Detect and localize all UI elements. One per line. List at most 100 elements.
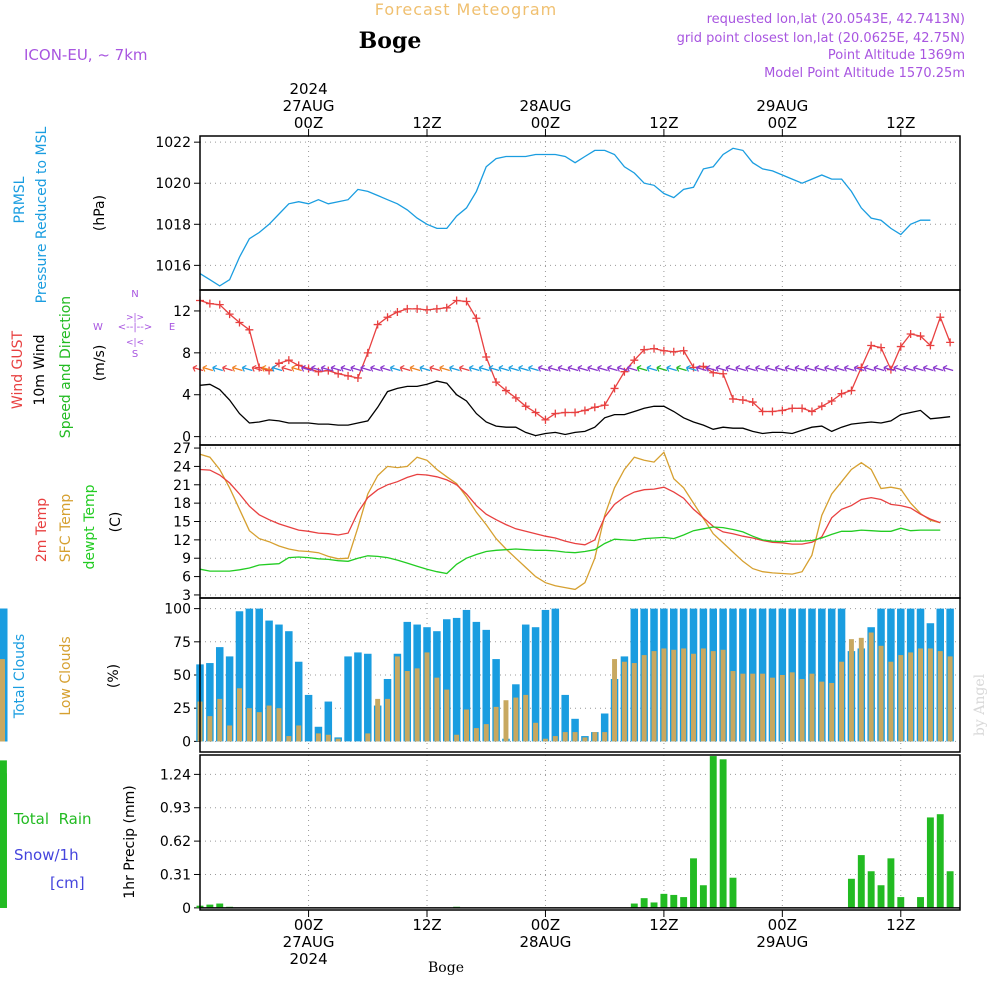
bottom-axis-label-3-0: 12Z <box>649 916 678 934</box>
wind-direction-arrow <box>370 364 381 372</box>
gust-marker <box>452 296 461 305</box>
snow-label: Snow/1h <box>14 846 79 864</box>
low-cloud-bar <box>602 732 608 742</box>
wind-direction-arrow <box>439 364 450 372</box>
clouds-panel-labels: Total Clouds Low Clouds (%) <box>12 634 122 719</box>
rain-bar <box>216 903 224 908</box>
low-cloud-bar <box>217 698 223 742</box>
rain-bar <box>926 817 934 908</box>
wind-10m-label: 10m Wind <box>32 334 48 405</box>
wind-direction-arrow <box>745 364 756 372</box>
pressure-panel: 1016 1018 1020 1022 <box>155 135 960 290</box>
low-cloud-bar <box>444 689 450 742</box>
gust-marker <box>413 304 422 313</box>
gust-marker <box>659 346 668 355</box>
total-cloud-bar <box>443 619 451 742</box>
bottom-axis-label-0-0: 00Z <box>294 916 323 934</box>
wind-direction-arrow <box>577 364 589 372</box>
rain-bar <box>946 871 954 908</box>
low-cloud-bar <box>720 649 726 742</box>
clouds-ytick-label-3: 75 <box>173 635 191 651</box>
gust-marker <box>492 378 501 387</box>
pressure-ytick-label-1: 1018 <box>155 217 191 233</box>
gust-marker <box>807 407 816 416</box>
low-cloud-bar <box>533 722 539 742</box>
rain-bar <box>670 894 678 908</box>
footer-location: Boge <box>428 960 464 976</box>
precip-ytick-label-4: 1.24 <box>160 767 191 783</box>
gust-marker <box>551 409 560 418</box>
wind-direction-arrow <box>389 364 401 372</box>
bottom-axis-label-1-0: 12Z <box>412 916 441 934</box>
total-cloud-bar <box>364 653 372 742</box>
gust-marker <box>472 314 481 323</box>
pressure-line <box>199 147 931 287</box>
low-cloud-bar <box>779 675 785 742</box>
wind-direction-arrow <box>764 364 776 372</box>
low-cloud-bar <box>404 671 410 742</box>
low-cloud-bar <box>809 673 815 742</box>
temperature-ytick-label-6: 21 <box>173 478 191 494</box>
total-cloud-bar <box>285 631 293 742</box>
wind-direction-arrow <box>794 364 806 372</box>
compass-w: W <box>93 322 103 333</box>
low-cloud-bar <box>562 732 568 742</box>
total-cloud-bar <box>275 624 283 742</box>
temperature-ytick-label-4: 15 <box>173 515 191 531</box>
wind-direction-arrow <box>202 364 214 372</box>
gust-marker <box>432 304 441 313</box>
gust-marker <box>531 408 540 417</box>
total-clouds-label: Total Clouds <box>12 634 28 719</box>
gust-marker <box>383 313 392 322</box>
rain-bar <box>936 814 944 908</box>
low-cloud-bar <box>750 673 756 742</box>
total-cloud-bar <box>531 627 540 742</box>
gust-line <box>199 299 951 421</box>
total-cloud-bar <box>294 661 303 742</box>
gust-marker <box>748 398 757 407</box>
low-cloud-bar <box>503 700 509 742</box>
wind-direction-arrow <box>488 364 500 372</box>
wind-direction-arrow <box>528 364 539 372</box>
requested-coords: requested lon,lat (20.0543E, 42.7413N) <box>707 12 965 27</box>
gust-marker <box>758 407 767 416</box>
snow-unit-label: [cm] <box>50 874 85 892</box>
temperature-ytick-label-1: 6 <box>182 570 191 586</box>
rain-bar <box>699 885 707 908</box>
gust-marker <box>353 373 362 382</box>
low-cloud-bar <box>375 698 381 742</box>
gust-marker <box>867 341 876 350</box>
total-cloud-bar <box>245 608 254 742</box>
gust-marker <box>640 345 649 354</box>
low-cloud-bar <box>671 649 677 742</box>
compass-s: S <box>132 349 138 360</box>
total-cloud-bar <box>551 608 560 742</box>
wind-direction-arrow <box>587 364 598 372</box>
top-axis-label-4-1: 00Z <box>768 114 797 132</box>
wind-direction-arrow <box>676 364 687 372</box>
total-cloud-bar <box>206 663 214 742</box>
wind-direction-arrow <box>755 364 766 372</box>
compass-arrows-v: >|> <box>126 313 144 323</box>
wind-direction-arrow <box>863 364 875 372</box>
low-cloud-bar <box>296 725 302 742</box>
precip-border <box>199 754 961 911</box>
wind-direction-arrow <box>419 364 431 372</box>
gust-marker <box>334 369 343 378</box>
rain-bar <box>0 773 7 908</box>
total-cloud-bar <box>818 608 826 742</box>
rain-bar <box>877 885 885 908</box>
rain-bar <box>857 855 865 908</box>
temperature-panel: 3 6 9 12 15 18 21 24 27 <box>173 441 960 604</box>
gust-marker <box>442 303 451 312</box>
wind-direction-arrow <box>804 364 816 372</box>
wind-direction-arrow <box>310 364 322 372</box>
wind-direction-arrow <box>784 364 796 372</box>
wind-direction-arrow <box>705 364 717 372</box>
total-cloud-bar <box>324 701 333 742</box>
pressure-label-2: Pressure Reduced to MSL <box>34 126 50 303</box>
gust-marker <box>205 299 214 308</box>
total-cloud-bar <box>798 608 806 742</box>
